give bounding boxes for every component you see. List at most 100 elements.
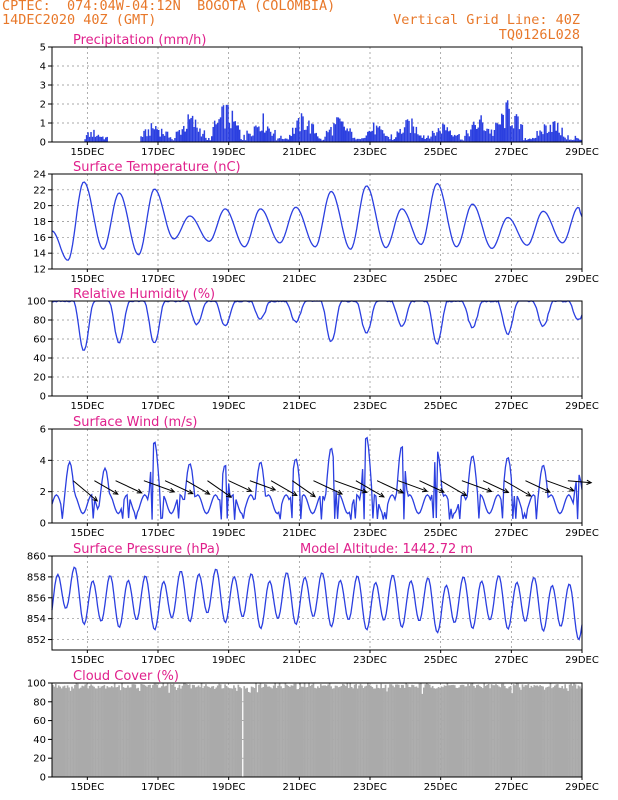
- cloud-bar: [293, 683, 296, 777]
- cloud-bar: [546, 686, 549, 777]
- wind-vector-head: [270, 486, 277, 491]
- cloud-bar: [464, 686, 466, 777]
- cloud-bar: [321, 685, 324, 777]
- cloud-bar: [125, 687, 128, 777]
- cloud-bar: [91, 685, 94, 777]
- precip-bar: [284, 138, 287, 142]
- precip-bar: [165, 131, 167, 142]
- panel2-ytick-label: 12: [33, 265, 46, 276]
- precip-bar: [196, 127, 198, 142]
- precip-bar: [322, 139, 325, 142]
- precip-bar: [171, 139, 173, 142]
- cloud-bar: [209, 687, 212, 777]
- wind-vector: [270, 480, 298, 496]
- precip-bar: [558, 132, 560, 142]
- precip-bar: [423, 135, 425, 142]
- cloud-bar: [215, 687, 218, 777]
- panel1-ytick-label: 5: [40, 43, 46, 54]
- precip-bar: [464, 135, 466, 142]
- cloud-bar: [452, 684, 455, 777]
- cloud-bar: [478, 686, 481, 777]
- precip-bar: [477, 127, 479, 142]
- panel6-xtick-label: 21DEC: [282, 782, 316, 793]
- cloud-bar: [396, 684, 399, 777]
- precip-bar: [377, 127, 379, 142]
- cloud-bar: [470, 683, 472, 777]
- cloud-bar: [268, 686, 271, 777]
- cloud-bar: [346, 683, 349, 777]
- precip-bar: [374, 134, 376, 142]
- cloud-bar: [371, 687, 374, 777]
- precip-bar: [473, 121, 475, 142]
- cloud-bar: [149, 684, 151, 777]
- panel2-xtick-label: 25DEC: [424, 274, 458, 285]
- cloud-bar: [200, 683, 203, 777]
- cloud-bar: [118, 685, 120, 777]
- panel5-xtick-label: 19DEC: [212, 655, 246, 666]
- cloud-bar: [264, 684, 266, 777]
- precip-bar: [193, 127, 195, 142]
- cloud-bar: [225, 685, 228, 777]
- precip-bar: [289, 134, 291, 142]
- cloud-bar: [300, 686, 303, 777]
- panel2-xtick-label: 15DEC: [70, 274, 104, 285]
- cloud-bar: [199, 687, 201, 777]
- wind-vector-head: [438, 487, 445, 493]
- cloud-bar: [355, 683, 357, 777]
- cloud-bar: [337, 687, 340, 777]
- precip-bar: [342, 121, 344, 142]
- header-station: CPTEC: 074:04W-04:12N BOGOTA (COLOMBIA): [2, 0, 336, 14]
- cloud-bar: [128, 687, 131, 777]
- precip-bar: [403, 127, 406, 142]
- cloud-bar: [115, 687, 117, 777]
- cloud-bar: [65, 688, 67, 777]
- panel5-ytick-label: 856: [27, 593, 46, 604]
- precip-bar: [147, 129, 150, 142]
- cloud-bar: [247, 691, 250, 777]
- cloud-bar: [234, 687, 237, 777]
- precip-bar: [88, 136, 91, 142]
- wind-vector-head: [246, 487, 253, 492]
- cloud-bar: [113, 683, 116, 777]
- cloud-bar: [476, 685, 478, 777]
- cloud-bar: [60, 688, 63, 777]
- precip-bar: [539, 130, 541, 142]
- cloud-bar: [423, 687, 425, 777]
- precip-bar: [219, 117, 222, 142]
- precip-bar: [530, 139, 532, 142]
- precip-bar: [174, 138, 176, 142]
- precip-bar: [333, 123, 335, 142]
- precip-bar: [393, 139, 396, 142]
- cloud-bar: [135, 688, 138, 777]
- cloud-bar: [343, 684, 346, 777]
- cloud-bar: [152, 685, 154, 777]
- panel3-xtick-label: 19DEC: [212, 401, 246, 412]
- panel4-xtick-label: 23DEC: [353, 528, 387, 539]
- cloud-bar: [400, 684, 403, 777]
- cloud-bar: [561, 686, 564, 777]
- precip-bar: [552, 121, 555, 142]
- precip-bar: [287, 139, 290, 142]
- panel1-ytick-label: 4: [40, 62, 46, 73]
- precip-bar: [350, 131, 353, 142]
- precip-bar: [230, 128, 232, 142]
- cloud-bar: [308, 683, 310, 777]
- cloud-bar: [102, 685, 104, 777]
- precip-bar: [143, 130, 145, 142]
- panel4-xtick-label: 15DEC: [70, 528, 104, 539]
- precip-bar: [449, 130, 451, 142]
- panel4-xtick-label: 25DEC: [424, 528, 458, 539]
- cloud-bar: [534, 685, 537, 777]
- panel3-ytick-label: 40: [33, 354, 46, 365]
- panel6-ytick-label: 20: [33, 754, 46, 765]
- cloud-bar: [127, 685, 129, 777]
- precip-bar: [178, 129, 181, 142]
- cloud-bar: [202, 688, 204, 777]
- panel3-ytick-label: 0: [40, 392, 46, 403]
- precip-bar: [339, 118, 341, 142]
- precip-bar: [577, 138, 580, 142]
- cloud-bar: [228, 688, 231, 777]
- wind-vector-head: [503, 488, 510, 494]
- precip-bar: [249, 133, 251, 142]
